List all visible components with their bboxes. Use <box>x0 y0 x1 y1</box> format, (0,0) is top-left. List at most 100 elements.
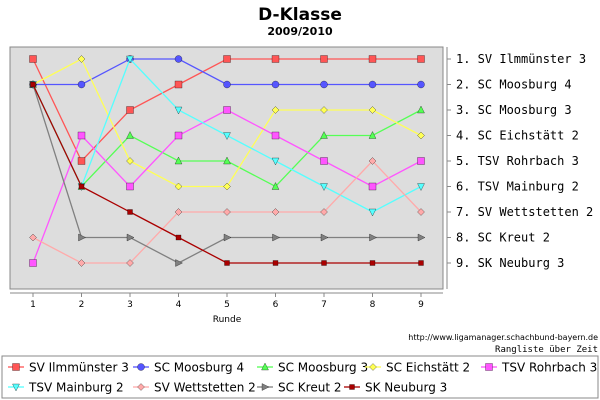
data-point <box>271 157 280 166</box>
data-point <box>369 233 377 242</box>
x-tick-label: 2 <box>79 300 85 310</box>
data-point <box>418 260 424 266</box>
data-point <box>126 259 134 267</box>
legend-marker <box>261 362 269 371</box>
legend-label: TSV Mainburg 2 <box>28 381 124 395</box>
source-caption: Rangliste über Zeit <box>495 345 598 355</box>
data-point <box>78 233 86 242</box>
legend-marker <box>349 384 355 390</box>
rank-labels: 1. SV Ilmmünster 3 2. SC Moosburg 4 3. SC … <box>447 52 593 270</box>
x-tick-label: 1 <box>30 300 36 310</box>
data-point <box>30 81 36 88</box>
legend-marker <box>12 383 20 392</box>
data-point <box>368 182 377 191</box>
data-point <box>320 233 329 242</box>
data-point <box>417 183 425 191</box>
x-tick-label: 9 <box>418 300 424 310</box>
data-point <box>271 182 280 190</box>
data-point <box>271 55 280 63</box>
rank-label: 6. TSV Mainburg 2 <box>456 180 579 194</box>
rank-label: 2. SC Moosburg 4 <box>456 78 572 92</box>
data-point <box>126 106 134 114</box>
rank-label: 7. SV Wettstetten 2 <box>456 205 593 219</box>
data-point <box>223 233 232 242</box>
data-point <box>272 233 280 242</box>
series-sc-eichst-tt-2 <box>29 55 425 191</box>
data-point <box>320 106 328 114</box>
legend-item: SK Neuburg 3 <box>344 381 447 395</box>
data-point <box>320 80 328 89</box>
data-point <box>78 183 85 190</box>
legend: SV Ilmmünster 3 SC Moosburg 4 SC Moosburg … <box>8 361 597 395</box>
data-point <box>223 132 231 140</box>
rank-label: 5. TSV Rohrbach 3 <box>456 154 579 168</box>
data-point <box>126 157 134 165</box>
x-tick-label: 4 <box>176 300 182 310</box>
data-point <box>368 131 377 139</box>
data-point <box>174 80 183 89</box>
legend-label: SC Kreut 2 <box>278 381 342 395</box>
data-point <box>77 259 86 267</box>
data-point <box>417 55 425 63</box>
data-point <box>320 157 328 165</box>
data-point <box>417 233 426 242</box>
data-point <box>126 233 135 242</box>
data-point <box>223 182 231 191</box>
data-point <box>272 260 279 266</box>
legend-label: SV Wettstetten 2 <box>154 381 256 395</box>
legend-box <box>1 355 599 399</box>
data-point <box>368 80 377 89</box>
series-sk-neuburg-3 <box>30 81 424 266</box>
data-point <box>126 182 134 191</box>
data-point <box>417 157 425 165</box>
legend-item: SC Eichstätt 2 <box>365 361 470 375</box>
data-point <box>77 55 86 63</box>
data-point <box>126 131 134 139</box>
data-point <box>77 157 86 165</box>
data-point <box>368 157 377 165</box>
data-point <box>174 156 183 165</box>
data-point <box>320 55 328 63</box>
legend-item: SC Kreut 2 <box>257 381 342 395</box>
legend-label: SC Eichstätt 2 <box>386 361 470 375</box>
rank-label: 1. SV Ilmmünster 3 <box>456 52 586 66</box>
rank-label: 3. SC Moosburg 3 <box>456 103 572 117</box>
legend-marker <box>261 383 270 391</box>
x-tick-label: 3 <box>127 300 133 310</box>
legend-label: SC Moosburg 3 <box>278 361 368 375</box>
data-point <box>175 259 183 267</box>
rank-label: 9. SK Neuburg 3 <box>456 256 564 270</box>
data-point <box>320 183 328 191</box>
data-point <box>223 208 231 216</box>
legend-marker <box>369 363 377 371</box>
legend-item: SC Moosburg 3 <box>257 361 368 375</box>
data-point <box>174 131 183 140</box>
legend-marker <box>137 363 145 371</box>
data-point <box>368 106 377 114</box>
series-sc-moosburg-4 <box>29 55 425 89</box>
legend-item: SV Ilmmünster 3 <box>8 361 129 375</box>
data-point <box>174 55 183 63</box>
data-point <box>29 55 37 63</box>
legend-item: TSV Mainburg 2 <box>8 381 124 395</box>
data-point <box>174 208 183 216</box>
legend-item: SC Moosburg 4 <box>133 361 244 375</box>
data-point <box>224 260 230 266</box>
data-point <box>127 209 133 215</box>
data-point <box>29 259 37 267</box>
x-tick-label: 5 <box>224 300 230 310</box>
x-tick-label: 7 <box>321 300 327 310</box>
data-point <box>417 131 425 140</box>
data-point <box>271 80 280 89</box>
data-point <box>77 80 86 89</box>
x-axis-label: Runde <box>213 315 242 325</box>
source-url: http://www.ligamanager.schachbund-bayern… <box>408 333 598 342</box>
data-point <box>271 106 280 114</box>
rank-label: 4. SC Eichstätt 2 <box>456 129 579 143</box>
data-point <box>223 106 231 114</box>
data-point <box>126 55 134 64</box>
x-tick-label: 8 <box>370 300 376 310</box>
data-point <box>320 131 328 139</box>
chart-title: D-Klasse <box>258 5 342 25</box>
